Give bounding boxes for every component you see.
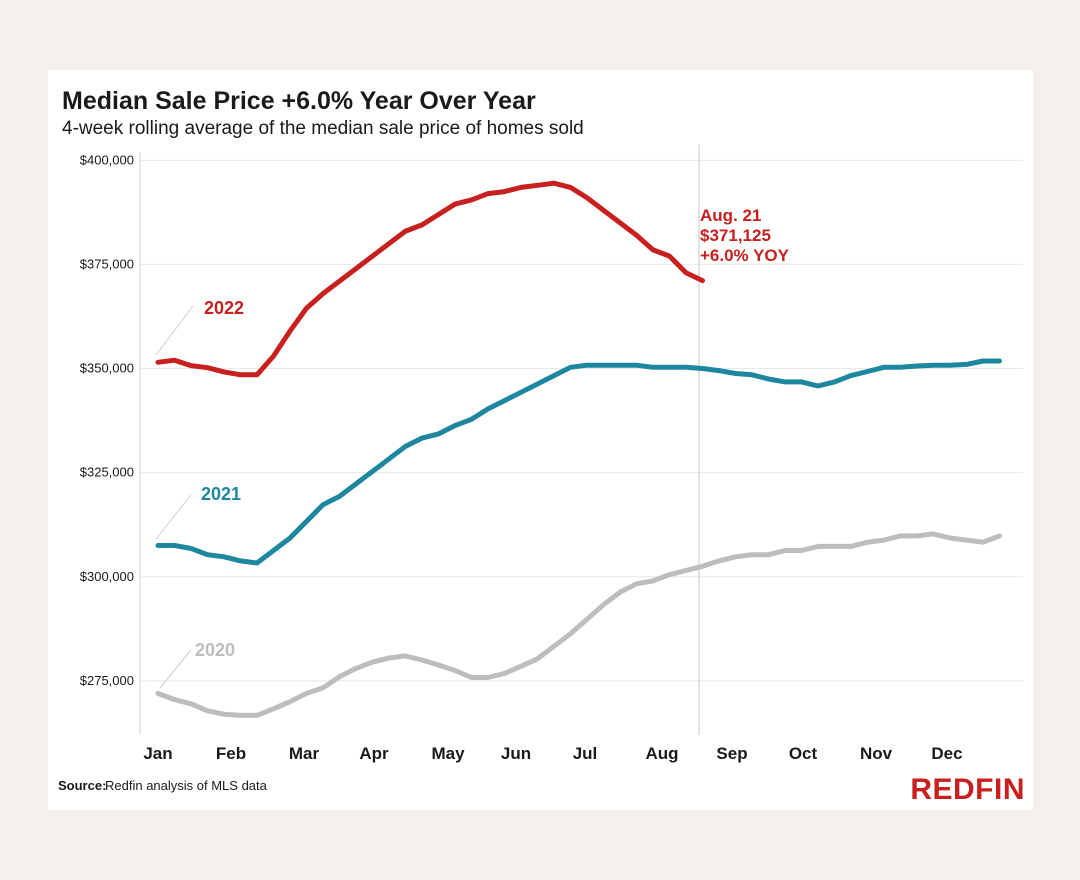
series-label-2021: 2021 <box>201 484 241 504</box>
x-tick-label: Jul <box>573 744 598 763</box>
redfin-logo: REDFIN <box>910 773 1025 806</box>
x-tick-label: Jun <box>501 744 531 763</box>
series-label-leaders <box>155 305 194 689</box>
y-tick-label: $375,000 <box>80 256 134 271</box>
x-tick-label: Aug <box>645 744 678 763</box>
series-label-leader <box>155 305 194 356</box>
chart-title: Median Sale Price +6.0% Year Over Year <box>62 87 536 115</box>
chart-subtitle: 4-week rolling average of the median sal… <box>62 118 584 139</box>
y-tick-label: $275,000 <box>80 673 134 688</box>
x-tick-label: Nov <box>860 744 893 763</box>
x-tick-label: Sep <box>716 744 747 763</box>
x-tick-label: Apr <box>359 744 389 763</box>
y-tick-label: $350,000 <box>80 361 134 376</box>
callout-yoy: +6.0% YOY <box>700 246 790 265</box>
series-label-leader <box>159 649 192 689</box>
source-text: Redfin analysis of MLS data <box>105 778 268 793</box>
chart-card: Median Sale Price +6.0% Year Over Year 4… <box>48 70 1033 810</box>
x-tick-label: May <box>431 744 465 763</box>
x-tick-label: Oct <box>789 744 818 763</box>
series-line-2022 <box>155 180 705 378</box>
y-tick-label: $300,000 <box>80 569 134 584</box>
series-label-2022: 2022 <box>204 298 244 318</box>
y-tick-label: $325,000 <box>80 465 134 480</box>
callout-date: Aug. 21 <box>700 206 761 225</box>
series-label-2020: 2020 <box>195 640 235 660</box>
series-label-leader <box>155 494 192 540</box>
series-line-2021 <box>155 358 1002 566</box>
y-axis-ticks: $275,000 $300,000 $325,000 $350,000 $375,000… <box>80 152 134 688</box>
gridlines <box>139 152 1023 735</box>
x-tick-label: Mar <box>289 744 320 763</box>
series-lines <box>155 180 1002 718</box>
chart-svg: Median Sale Price +6.0% Year Over Year 4… <box>58 87 1025 806</box>
x-tick-label: Jan <box>143 744 172 763</box>
callout-value: $371,125 <box>700 226 771 245</box>
source-label: Source: <box>58 778 106 793</box>
y-tick-label: $400,000 <box>80 152 134 167</box>
series-line-2020 <box>155 531 1002 718</box>
x-tick-label: Feb <box>216 744 246 763</box>
x-axis-ticks: Jan Feb Mar Apr May Jun Jul Aug Sep Oct Nov Dec <box>143 744 962 763</box>
x-tick-label: Dec <box>931 744 962 763</box>
